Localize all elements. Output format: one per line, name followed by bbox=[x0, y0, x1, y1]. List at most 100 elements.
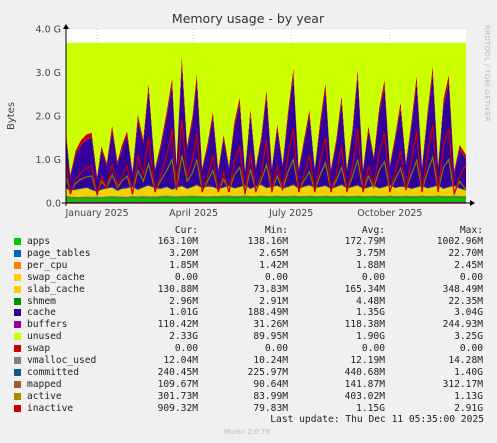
legend-cur-per_cpu: 1.85M bbox=[169, 259, 198, 271]
legend-name-unused: unused bbox=[27, 331, 62, 343]
legend-header-avg: Avg: bbox=[361, 225, 385, 236]
y-axis-label: Bytes bbox=[6, 102, 17, 130]
legend-max-swap_cache: 0.00 bbox=[459, 271, 483, 283]
line-active bbox=[65, 154, 467, 197]
legend-name-active: active bbox=[27, 390, 62, 402]
legend-swatch-committed bbox=[14, 368, 21, 376]
legend-min-cache: 188.49M bbox=[247, 307, 288, 319]
legend-avg-cache: 1.35G bbox=[356, 307, 385, 319]
y-ticks: 0.0 1.0 G 2.0 G 3.0 G 4.0 G bbox=[36, 25, 62, 210]
legend-max-apps: 1002.96M bbox=[436, 236, 483, 247]
legend-cur-swap: 0.00 bbox=[174, 343, 198, 355]
line-inactive bbox=[65, 120, 467, 196]
legend-name-per_cpu: per_cpu bbox=[27, 259, 68, 271]
legend-max-active: 1.13G bbox=[454, 390, 483, 402]
legend-max-page_tables: 22.70M bbox=[448, 247, 483, 259]
legend-swatch-apps bbox=[14, 238, 21, 245]
legend-max-inactive: 2.91G bbox=[454, 402, 483, 414]
legend-min-apps: 138.16M bbox=[247, 236, 288, 247]
y-tick-label: 2.0 G bbox=[36, 112, 62, 123]
rrdtool-watermark: RRDTOOL / TOBI OETIKER bbox=[483, 25, 491, 122]
area-unused bbox=[66, 42, 466, 177]
legend-header-max: Max: bbox=[459, 225, 483, 236]
stacked-areas bbox=[66, 42, 466, 203]
line-mapped bbox=[65, 196, 467, 200]
legend-name-vmalloc_used: vmalloc_used bbox=[27, 355, 97, 366]
legend-min-buffers: 31.26M bbox=[253, 319, 288, 331]
legend-name-shmem: shmem bbox=[27, 295, 56, 307]
last-update: Last update: Thu Dec 11 05:35:00 2025 bbox=[270, 414, 484, 425]
x-tick-label: July 2025 bbox=[268, 208, 313, 219]
legend-min-committed: 225.97M bbox=[247, 366, 288, 378]
legend-min-shmem: 2.91M bbox=[259, 295, 288, 307]
chart-title: Memory usage - by year bbox=[172, 11, 325, 26]
legend-avg-mapped: 141.87M bbox=[344, 378, 385, 390]
legend-max-buffers: 244.93M bbox=[442, 319, 483, 331]
legend-avg-page_tables: 3.75M bbox=[356, 247, 385, 259]
legend-name-slab_cache: slab_cache bbox=[27, 283, 85, 295]
legend-cur-shmem: 2.96M bbox=[169, 295, 198, 307]
legend-cur-inactive: 909.32M bbox=[157, 402, 198, 414]
legend-min-slab_cache: 73.83M bbox=[253, 283, 288, 295]
legend-max-cache: 3.04G bbox=[454, 307, 483, 319]
x-tick-label: January 2025 bbox=[64, 208, 128, 219]
x-axis-arrow bbox=[470, 200, 475, 206]
y-tick-label: 1.0 G bbox=[36, 155, 62, 166]
legend-avg-committed: 440.68M bbox=[344, 366, 385, 378]
legend-avg-swap: 0.00 bbox=[361, 343, 385, 355]
legend-min-mapped: 90.64M bbox=[253, 378, 288, 390]
legend-avg-apps: 172.79M bbox=[344, 236, 385, 247]
legend-swatch-swap bbox=[14, 345, 21, 353]
legend-avg-active: 403.02M bbox=[344, 390, 385, 402]
legend-cur-mapped: 109.67M bbox=[157, 378, 198, 390]
legend-swatch-unused bbox=[14, 333, 21, 341]
legend-name-inactive: inactive bbox=[27, 402, 74, 414]
legend-cur-unused: 2.33G bbox=[169, 331, 198, 343]
legend-avg-shmem: 4.48M bbox=[356, 295, 385, 307]
legend-min-page_tables: 2.65M bbox=[259, 247, 288, 259]
y-tick-label: 4.0 G bbox=[36, 25, 62, 36]
y-tick-label: 3.0 G bbox=[36, 68, 62, 79]
legend-cur-vmalloc_used: 12.04M bbox=[163, 355, 198, 366]
legend-cur-cache: 1.01G bbox=[169, 307, 198, 319]
legend-swatch-shmem bbox=[14, 297, 21, 305]
legend-header-cur: Cur: bbox=[174, 225, 198, 236]
legend-max-slab_cache: 348.49M bbox=[442, 283, 483, 295]
legend-min-vmalloc_used: 10.24M bbox=[253, 355, 288, 366]
legend-max-per_cpu: 2.45M bbox=[454, 259, 483, 271]
legend-name-mapped: mapped bbox=[27, 378, 62, 390]
y-tick-label: 0.0 bbox=[46, 199, 61, 210]
legend-cur-slab_cache: 130.88M bbox=[157, 283, 198, 295]
legend-min-active: 83.99M bbox=[253, 390, 288, 402]
legend-avg-unused: 1.90G bbox=[356, 331, 385, 343]
legend-swatch-page_tables bbox=[14, 249, 21, 257]
legend-cur-buffers: 110.42M bbox=[157, 319, 198, 331]
legend-min-swap_cache: 0.00 bbox=[264, 271, 288, 283]
legend-cur-active: 301.73M bbox=[157, 390, 198, 402]
legend-max-vmalloc_used: 14.28M bbox=[448, 355, 483, 366]
memory-chart: Memory usage - by year Bytes RRDTOOL / T… bbox=[6, 11, 491, 219]
legend-min-inactive: 79.83M bbox=[253, 402, 288, 414]
legend-swatch-swap_cache bbox=[14, 273, 21, 281]
legend-swatch-inactive bbox=[14, 404, 21, 412]
x-tick-label: April 2025 bbox=[169, 208, 218, 219]
legend-header-min: Min: bbox=[264, 225, 288, 236]
legend-max-mapped: 312.17M bbox=[442, 378, 483, 390]
legend-name-swap_cache: swap_cache bbox=[27, 271, 85, 283]
legend-avg-buffers: 118.38M bbox=[344, 319, 385, 331]
legend-name-page_tables: page_tables bbox=[27, 247, 91, 259]
legend-name-buffers: buffers bbox=[27, 319, 68, 331]
legend-swatch-vmalloc_used bbox=[14, 357, 21, 364]
munin-version: Munin 2.0.76 bbox=[224, 428, 270, 436]
x-ticks: January 2025 April 2025 July 2025 October 2… bbox=[64, 208, 422, 219]
legend-swatch-per_cpu bbox=[14, 261, 21, 269]
legend-avg-vmalloc_used: 12.19M bbox=[350, 355, 385, 366]
legend-name-apps: apps bbox=[27, 236, 51, 247]
legend-min-swap: 0.00 bbox=[264, 343, 288, 355]
legend-max-unused: 3.25G bbox=[454, 331, 483, 343]
legend-swatch-slab_cache bbox=[14, 285, 21, 293]
legend-cur-committed: 240.45M bbox=[157, 366, 198, 378]
legend-name-cache: cache bbox=[27, 307, 56, 319]
legend-cur-page_tables: 3.20M bbox=[169, 247, 198, 259]
legend-swatch-active bbox=[14, 392, 21, 400]
